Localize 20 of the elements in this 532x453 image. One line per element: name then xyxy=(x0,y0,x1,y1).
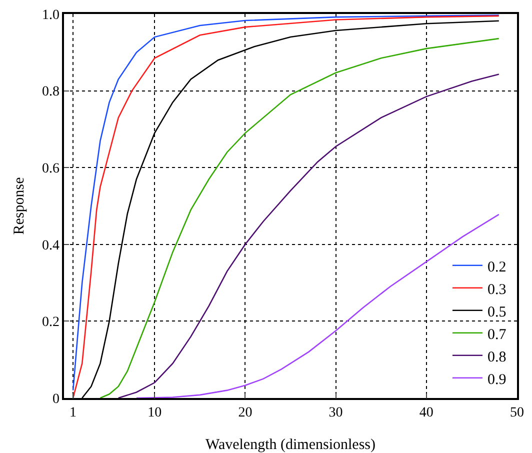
legend-label: 0.7 xyxy=(487,326,507,343)
x-axis-title: Wavelength (dimensionless) xyxy=(205,437,376,453)
y-axis-title: Response xyxy=(12,176,28,235)
x-tick-label: 30 xyxy=(328,406,343,421)
x-tick-label: 20 xyxy=(238,406,252,421)
legend-label: 0.8 xyxy=(487,349,506,366)
legend-label: 0.5 xyxy=(487,304,506,320)
y-tick-label: 1.0 xyxy=(42,8,60,23)
y-tick-label: 0.2 xyxy=(42,315,60,330)
y-tick-label: 0.4 xyxy=(42,238,60,254)
y-tick-label: 0.8 xyxy=(42,84,60,100)
y-tick-label: 0 xyxy=(52,392,60,407)
y-tick-label: 0.6 xyxy=(42,162,60,176)
x-tick-label: 50 xyxy=(510,406,524,421)
x-tick-label: 40 xyxy=(419,406,434,421)
legend-label: 0.3 xyxy=(487,282,506,298)
x-tick-label: 10 xyxy=(148,406,162,421)
legend-label: 0.2 xyxy=(487,259,506,276)
legend-label: 0.9 xyxy=(487,372,506,388)
x-tick-label: 1 xyxy=(70,406,77,421)
